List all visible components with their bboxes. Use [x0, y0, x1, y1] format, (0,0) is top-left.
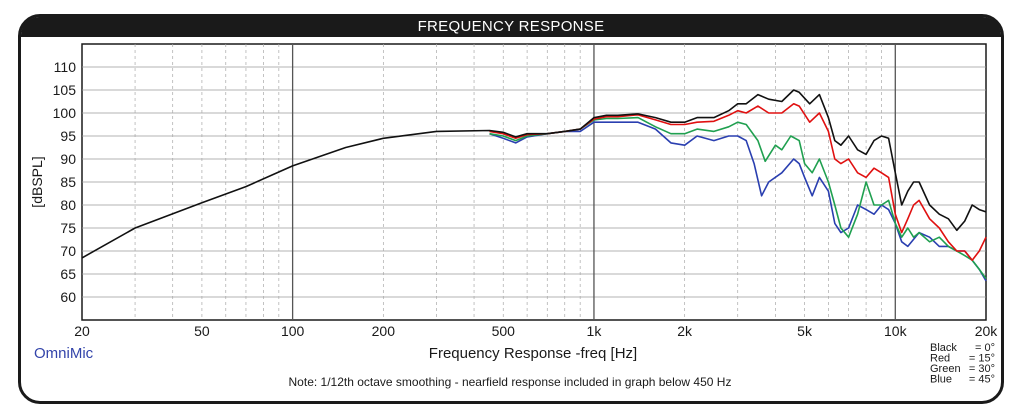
brand-logo-text: OmniMic: [34, 345, 94, 362]
y-tick-label: 100: [53, 105, 77, 121]
x-tick-label: 10k: [884, 323, 908, 339]
y-tick-label: 85: [60, 174, 76, 190]
x-tick-label: 2k: [677, 323, 693, 339]
legend-label: Blue: [930, 374, 952, 386]
y-tick-label: 75: [60, 220, 76, 236]
y-tick-label: 110: [54, 59, 77, 75]
x-tick-label: 20k: [975, 323, 999, 339]
title-bar: FREQUENCY RESPONSE: [21, 17, 1001, 37]
legend-value: = 0°: [975, 342, 995, 354]
series-layer: [81, 89, 987, 282]
x-tick-label: 500: [492, 323, 516, 339]
series-line-black: [81, 89, 987, 259]
y-tick-labels: 60 65 70 75 80 85 90 95 100 105 110: [53, 59, 77, 305]
legend: Black = 0° Red = 15° Green = 30° Blue = 45°: [930, 342, 995, 386]
x-axis-label: Frequency Response -freq [Hz]: [429, 345, 637, 362]
x-tick-label: 20: [74, 323, 90, 339]
x-tick-label: 5k: [797, 323, 813, 339]
legend-label: Green: [930, 363, 961, 375]
legend-value: = 15°: [969, 353, 995, 365]
y-tick-label: 65: [60, 266, 76, 282]
y-tick-label: 90: [60, 151, 76, 167]
y-tick-label: 95: [60, 128, 76, 144]
x-tick-label: 1k: [587, 323, 603, 339]
y-tick-label: 105: [53, 82, 77, 98]
legend-label: Red: [930, 353, 950, 365]
x-tick-label: 200: [372, 323, 396, 339]
chart-title: FREQUENCY RESPONSE: [417, 18, 605, 35]
series-line-red: [489, 103, 987, 262]
smoothing-note: Note: 1/12th octave smoothing - nearfiel…: [289, 375, 732, 389]
y-tick-label: 80: [60, 197, 76, 213]
series-line-green: [489, 116, 987, 280]
legend-label: Black: [930, 342, 957, 354]
x-tick-label: 100: [281, 323, 305, 339]
y-tick-label: 70: [60, 243, 76, 259]
legend-value: = 30°: [969, 363, 995, 375]
legend-value: = 45°: [969, 374, 995, 386]
x-tick-labels: 20 50 100 200 500 1k 2k 5k 10k 20k: [74, 323, 998, 339]
x-tick-label: 50: [194, 323, 210, 339]
y-tick-label: 60: [60, 289, 76, 305]
y-axis-label: [dBSPL]: [29, 156, 45, 207]
